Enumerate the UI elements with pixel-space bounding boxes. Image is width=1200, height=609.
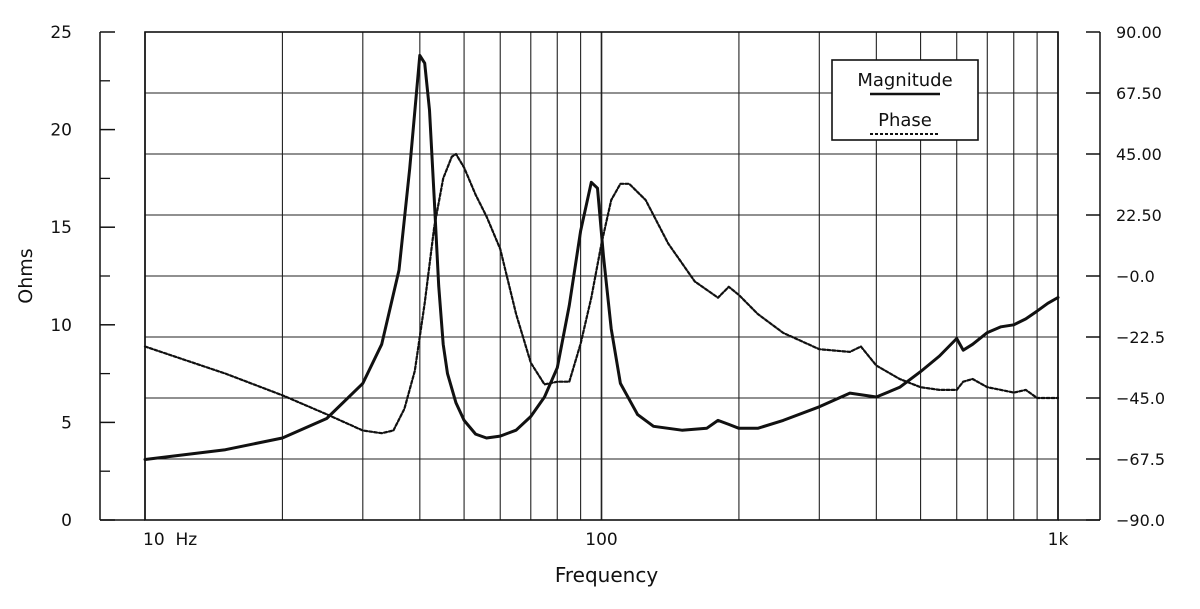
x-tick-label: 100 (585, 530, 617, 550)
left-axis-label: Ohms (15, 248, 37, 303)
left-tick-label: 25 (50, 23, 72, 43)
legend-label-magnitude: Magnitude (857, 70, 952, 91)
right-tick-label: 22.50 (1116, 206, 1162, 225)
x-tick-label: 1k (1048, 530, 1069, 550)
left-tick-label: 20 (50, 121, 72, 141)
right-tick-label: −45.0 (1116, 389, 1165, 408)
left-tick-label: 0 (61, 511, 72, 531)
right-tick-label: 90.00 (1116, 23, 1162, 42)
legend: Magnitude Phase (832, 60, 978, 140)
left-tick-label: 5 (61, 413, 72, 433)
legend-label-phase: Phase (878, 110, 932, 131)
x-axis-label: Frequency (555, 563, 658, 587)
right-tick-label: −90.0 (1116, 511, 1165, 530)
right-tick-label: −22.5 (1116, 328, 1165, 347)
right-tick-label: 67.50 (1116, 84, 1162, 103)
left-tick-label: 15 (50, 218, 72, 238)
left-tick-label: 10 (50, 316, 72, 336)
right-tick-label: −67.5 (1116, 450, 1165, 469)
x-tick-label: 10 Hz (143, 530, 197, 550)
right-tick-label: 45.00 (1116, 145, 1162, 164)
right-tick-label: −0.0 (1116, 267, 1155, 286)
